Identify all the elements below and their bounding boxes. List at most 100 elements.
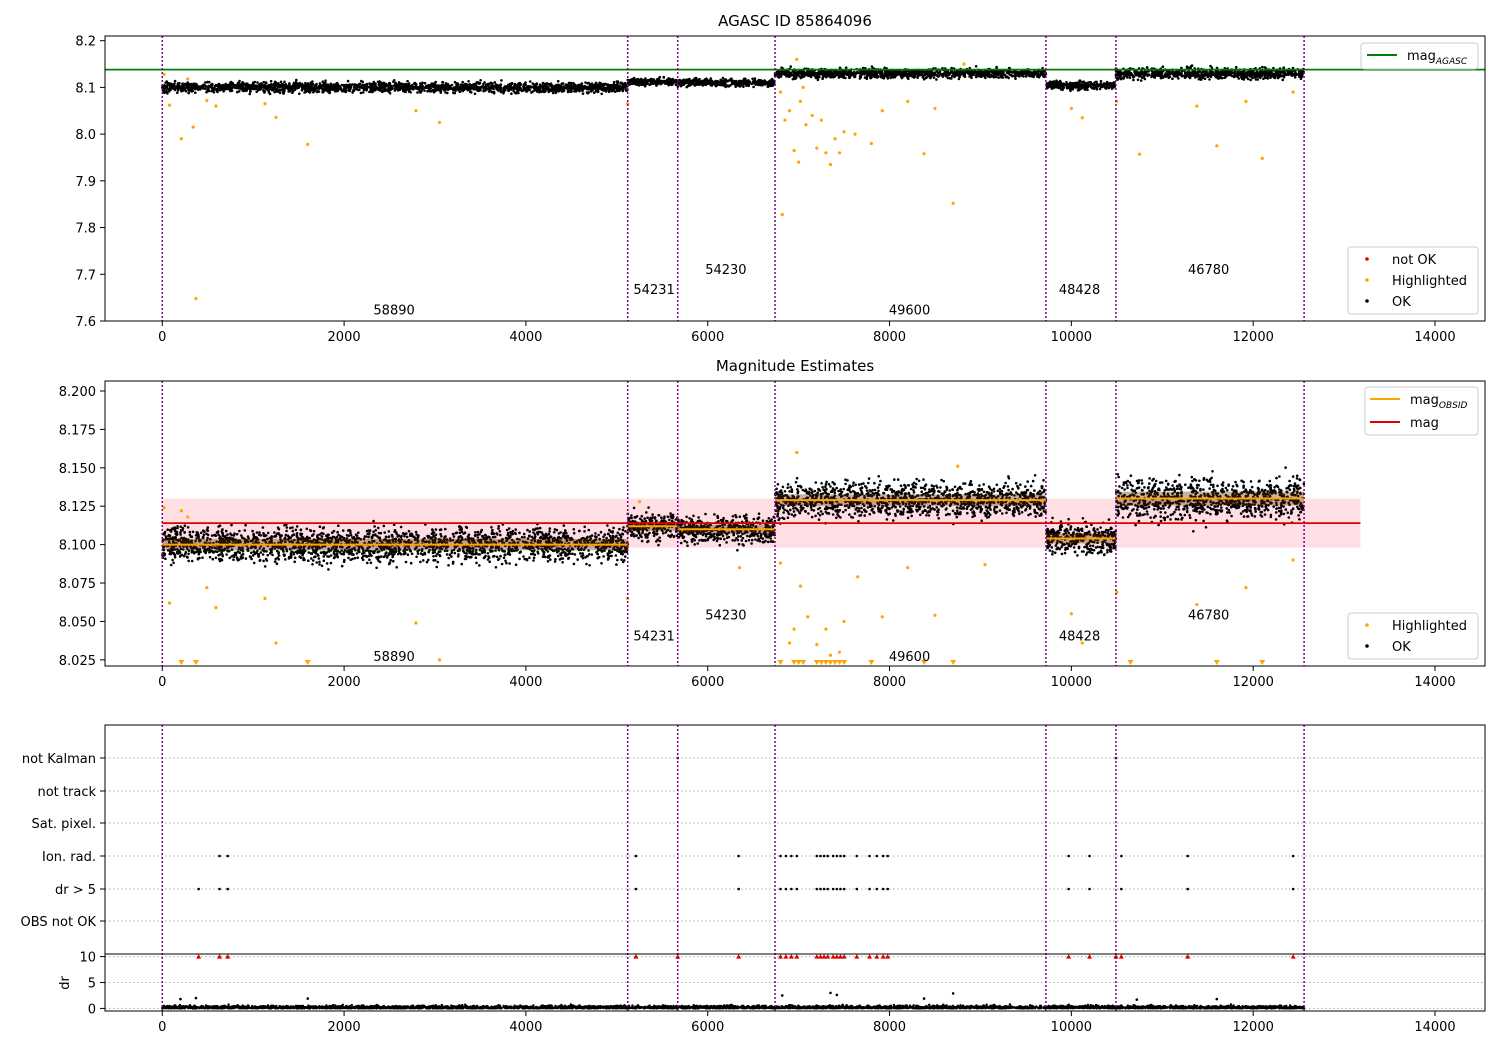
p1-ok-point	[1080, 83, 1083, 86]
p1-ok-point	[490, 86, 493, 89]
p1-highlighted-point-29	[853, 132, 857, 136]
p1-ok-point	[1134, 73, 1138, 77]
p1-ok-point	[1252, 71, 1256, 75]
p1-ok-point	[1024, 75, 1028, 78]
p1-ok-point	[468, 83, 472, 86]
p1-ok-point	[1013, 74, 1016, 77]
p1-ok-point	[970, 76, 973, 80]
p1-ok-point	[204, 81, 207, 84]
p1-ok-point	[574, 85, 578, 88]
p1-ok-point	[428, 84, 432, 87]
p1-ok-point	[974, 74, 978, 77]
p1-ok-point	[165, 85, 169, 89]
p1-ok-point	[356, 88, 360, 91]
p1-ok-point	[900, 76, 904, 80]
p1-ok-point	[1286, 72, 1289, 76]
p1-ok-point	[793, 72, 797, 75]
p1-ok-point	[194, 82, 197, 86]
p1-ok-point	[194, 91, 197, 94]
p1-ok-point	[1158, 71, 1162, 75]
p2-ok-point	[528, 556, 531, 559]
p1-ok-point	[1091, 83, 1094, 86]
p1-ok-point	[229, 86, 232, 90]
legend-ok: OK	[1392, 295, 1411, 310]
p1-ok-point	[361, 86, 365, 90]
p1-ok-point	[628, 80, 632, 84]
p1-ok-point	[709, 83, 713, 87]
p1-ok-point	[522, 87, 526, 90]
p1-ok-point	[792, 75, 796, 78]
p1-ok-point	[946, 70, 949, 74]
p1-ok-point	[345, 84, 349, 88]
p1-ok-point	[295, 78, 298, 82]
p1-ok-point	[941, 74, 945, 78]
p1-ok-point	[753, 81, 756, 85]
p1-ok-point	[837, 73, 841, 77]
p1-ok-point	[520, 89, 524, 93]
p1-ok-point	[509, 84, 512, 87]
p1-ok-point	[1263, 74, 1267, 77]
p2-ok-point	[476, 530, 480, 534]
p1-ok-point	[1095, 87, 1099, 91]
p1-ok-point	[805, 72, 809, 75]
p1-ok-point	[567, 81, 571, 85]
p1-ok-point	[651, 80, 654, 83]
p1-ok-point	[1000, 74, 1003, 77]
p1-ok-point	[610, 89, 614, 93]
p1-highlighted-point-25	[828, 162, 833, 167]
p1-ok-point	[410, 83, 414, 87]
p1-ok-point	[998, 70, 1002, 74]
p1-ok-point	[812, 70, 816, 74]
p1-ok-point	[278, 91, 282, 95]
p1-ok-point	[756, 83, 759, 86]
p1-obsid-label-1: 54231	[633, 283, 674, 298]
p1-ok-point	[1158, 74, 1161, 77]
p1-ok-point	[512, 87, 516, 90]
p1-ok-point	[464, 82, 468, 86]
p1-ok-point	[1300, 75, 1304, 78]
p1-ok-point	[260, 82, 263, 85]
p1-ok-point	[553, 86, 557, 89]
p1-ok-point	[830, 73, 833, 77]
p1-ok-point	[315, 82, 318, 86]
p1-ok-point	[1194, 71, 1198, 74]
p1-ok-point	[387, 85, 390, 88]
p1-ok-point	[681, 79, 684, 82]
p1-ok-point	[870, 76, 873, 79]
p1-ok-point	[201, 87, 205, 90]
p1-highlighted-point-23	[819, 118, 823, 122]
p1-highlighted-point-19	[798, 99, 803, 104]
p1-ok-point	[689, 82, 693, 86]
p1-ok-point	[492, 91, 496, 95]
p2-ok-point	[259, 551, 263, 554]
p1-ok-point	[510, 92, 513, 95]
p1-ok-point	[369, 83, 373, 87]
p1-ok-point	[932, 76, 936, 79]
p1-ok-point	[479, 79, 482, 82]
p1-highlighted-point-37	[780, 212, 784, 217]
p1-ok-point	[300, 82, 304, 86]
p1-ok-point	[1109, 84, 1113, 87]
p1-ok-point	[638, 79, 642, 82]
p1-ok-point	[1105, 84, 1108, 88]
p1-ok-point	[1222, 70, 1225, 73]
p1-ok-point	[281, 82, 284, 86]
p1-ok-point	[1249, 78, 1252, 82]
p1-ok-point	[1099, 79, 1103, 83]
p1-ok-point	[206, 80, 209, 84]
p1-ok-point	[1140, 72, 1143, 76]
p1-ok-point	[495, 83, 499, 87]
p1-ok-point	[758, 81, 761, 85]
p1-ok-point	[204, 87, 207, 91]
p1-ok-point	[556, 83, 560, 87]
p1-ok-point	[1155, 72, 1159, 76]
legend-highlighted: Highlighted	[1392, 274, 1467, 289]
p1-ok-point	[1190, 64, 1194, 67]
p1-ok-point	[434, 85, 438, 89]
p1-ok-point	[1017, 70, 1020, 74]
p1-ok-point	[383, 89, 387, 93]
p1-ok-point	[1145, 66, 1149, 69]
p1-ok-point	[619, 82, 622, 85]
p1-ok-point	[1022, 75, 1025, 78]
p1-ok-point	[600, 92, 603, 96]
